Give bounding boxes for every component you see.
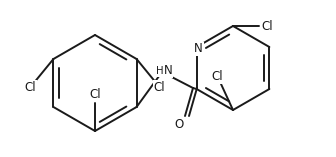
Text: N: N [164,65,172,78]
Text: H: H [156,66,164,76]
Text: O: O [174,119,184,132]
Text: Cl: Cl [154,81,165,94]
Text: Cl: Cl [261,19,273,32]
Text: Cl: Cl [25,81,36,94]
Text: N: N [194,43,203,56]
Text: Cl: Cl [212,70,223,83]
Text: Cl: Cl [89,89,101,101]
